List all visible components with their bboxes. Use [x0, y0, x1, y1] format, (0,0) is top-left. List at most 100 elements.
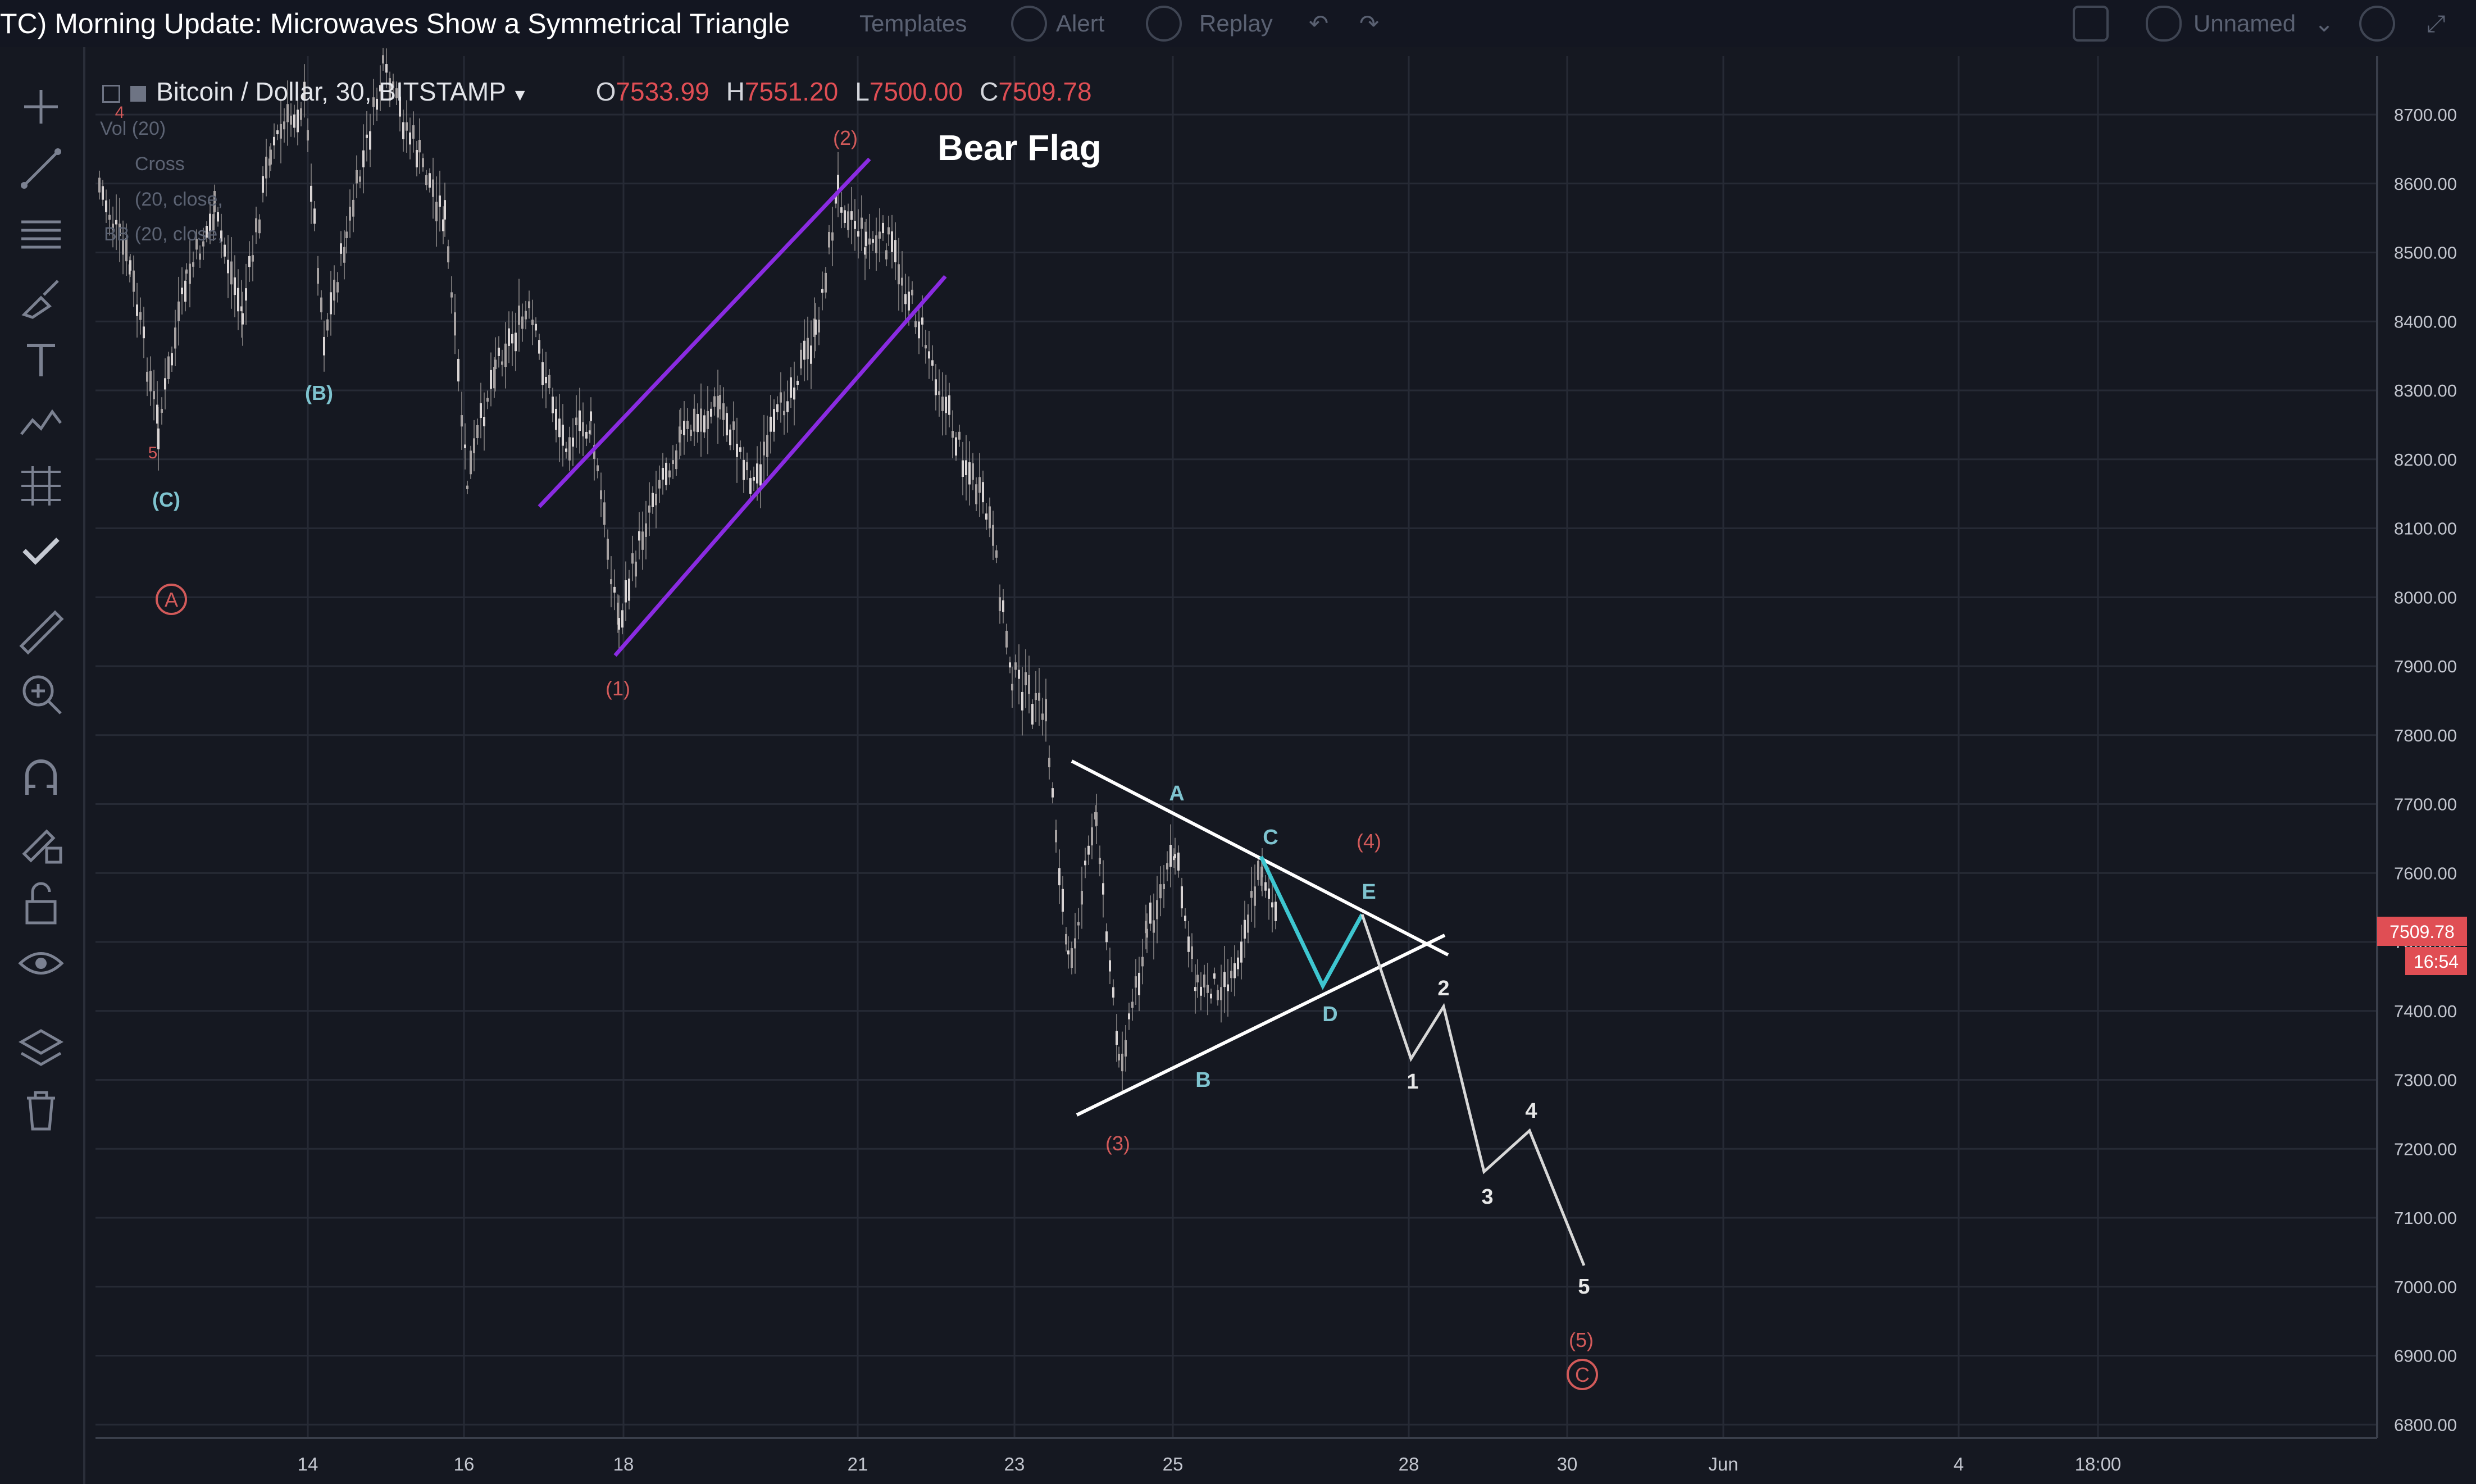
close-value: 7509.78: [998, 77, 1092, 106]
indicator-cross[interactable]: Cross: [135, 153, 185, 175]
channel-lower-line[interactable]: [613, 275, 947, 657]
alert-icon[interactable]: [1011, 6, 1047, 42]
projection-5-label: 5: [1578, 1275, 1590, 1299]
time-scale-label: Jun: [1708, 1454, 1738, 1474]
wave-b-paren-label: (B): [305, 381, 333, 404]
price-scale-label: 7800.00: [2394, 726, 2457, 745]
gear-icon[interactable]: [2359, 6, 2395, 42]
text-icon[interactable]: [16, 334, 66, 385]
time-scale-label: 18: [613, 1454, 634, 1474]
projection-2-label: 2: [1437, 977, 1449, 1000]
check-icon[interactable]: [16, 522, 66, 573]
projection-1-label: 1: [1407, 1070, 1418, 1094]
lock-drawing-icon[interactable]: [16, 814, 66, 865]
last-price-tag: 7509.78: [2377, 917, 2467, 946]
symbol-icon: [130, 86, 146, 102]
chevron-down-icon[interactable]: ▼: [511, 86, 529, 104]
fullscreen-toggle-icon[interactable]: [2073, 6, 2109, 42]
bear-flag-label: Bear Flag: [937, 128, 1102, 168]
indicator-ma[interactable]: (20, close,: [135, 189, 223, 210]
svg-text:7509.78: 7509.78: [2389, 922, 2455, 942]
open-value: 7533.99: [616, 77, 709, 106]
eye-icon[interactable]: [16, 938, 66, 989]
prediction-icon[interactable]: [16, 458, 66, 508]
wave-3-label: (3): [1105, 1132, 1130, 1155]
video-title: TC) Morning Update: Microwaves Show a Sy…: [0, 8, 790, 39]
symbol-name[interactable]: Bitcoin / Dollar, 30, BITSTAMP: [156, 77, 506, 106]
projection-3-label: 3: [1481, 1185, 1493, 1209]
templates-button[interactable]: Templates: [859, 10, 967, 37]
price-scale-label: 7100.00: [2394, 1208, 2457, 1228]
price-scale-label: 8700.00: [2394, 105, 2457, 125]
time-scale-label: 14: [298, 1454, 318, 1474]
channel-upper-line[interactable]: [538, 157, 871, 508]
wave-d-e-leg[interactable]: [1259, 855, 1364, 990]
wave-a-circle-label: A: [165, 588, 178, 611]
triangle-b-label: B: [1195, 1068, 1210, 1092]
collapse-icon[interactable]: [102, 85, 120, 103]
top-toolbar: TC) Morning Update: Microwaves Show a Sy…: [0, 0, 2476, 47]
price-scale-label: 7400.00: [2394, 1002, 2457, 1021]
indicator-bb[interactable]: BB (20, close,: [104, 224, 223, 245]
wave-2-label: (2): [833, 126, 858, 149]
high-value: 7551.20: [744, 77, 839, 106]
pattern-icon[interactable]: [16, 395, 66, 445]
time-scale-label: 4: [1954, 1454, 1964, 1474]
wave-4-label: (4): [1357, 830, 1381, 853]
price-scale-label: 7300.00: [2394, 1071, 2457, 1090]
indicator-volume[interactable]: Vol (20): [100, 118, 166, 139]
cloud-icon[interactable]: [2146, 6, 2182, 42]
time-scale-label: 25: [1163, 1454, 1184, 1474]
wave-a-circle: [156, 584, 187, 615]
time-scale-label: 28: [1399, 1454, 1419, 1474]
price-scale-label: 7900.00: [2394, 657, 2457, 676]
countdown-tag: 16:54: [2405, 947, 2467, 975]
layers-icon[interactable]: [16, 1022, 66, 1073]
triangle-lower-line[interactable]: [1076, 934, 1446, 1117]
brush-icon[interactable]: [16, 272, 66, 323]
layout-name-button[interactable]: Unnamed: [2193, 10, 2296, 37]
price-scale-label: 8500.00: [2394, 243, 2457, 263]
price-scale-label: 6900.00: [2394, 1346, 2457, 1366]
price-scale-label: 8100.00: [2394, 519, 2457, 539]
triangle-d-label: D: [1322, 1003, 1337, 1026]
price-scale-label: 7000.00: [2394, 1277, 2457, 1297]
svg-text:16:54: 16:54: [2414, 952, 2459, 972]
crosshair-icon[interactable]: [16, 81, 66, 132]
fib-icon[interactable]: [16, 208, 66, 258]
small-4-label: 4: [115, 103, 125, 122]
ruler-icon[interactable]: [16, 607, 66, 657]
wave-c-circle-label: C: [1575, 1363, 1590, 1386]
price-scale-label: 8300.00: [2394, 381, 2457, 400]
alert-button[interactable]: Alert: [1056, 10, 1105, 37]
projection-4-label: 4: [1525, 1099, 1537, 1123]
price-scale-label: 6800.00: [2394, 1415, 2457, 1435]
chevron-down-icon[interactable]: ⌄: [2314, 10, 2334, 37]
triangle-e-label: E: [1362, 880, 1376, 904]
small-5-label: 5: [148, 444, 158, 462]
impulse-projection[interactable]: [1360, 914, 1586, 1266]
unlock-icon[interactable]: [16, 876, 66, 927]
replay-icon[interactable]: [1146, 6, 1182, 42]
trash-icon[interactable]: [16, 1084, 66, 1135]
replay-button[interactable]: Replay: [1199, 10, 1273, 37]
triangle-a-label: A: [1169, 782, 1184, 805]
price-scale-label: 8400.00: [2394, 312, 2457, 331]
expand-icon[interactable]: ⤢: [2427, 10, 2446, 37]
price-scale-label: 7600.00: [2394, 863, 2457, 883]
price-scale-label: 8000.00: [2394, 588, 2457, 607]
time-scale-label: 21: [848, 1454, 868, 1474]
zoom-icon[interactable]: [16, 668, 66, 719]
time-scale-label: 23: [1004, 1454, 1025, 1474]
low-value: 7500.00: [869, 77, 963, 106]
price-scale-label: 8200.00: [2394, 450, 2457, 470]
undo-icon[interactable]: ↶: [1309, 10, 1329, 37]
magnet-icon[interactable]: [16, 753, 66, 803]
drawing-toolbar: [0, 47, 85, 1484]
trend-line-icon[interactable]: [16, 143, 66, 194]
redo-icon[interactable]: ↷: [1359, 10, 1380, 37]
time-scale-label: 16: [454, 1454, 475, 1474]
price-scale-label: 7200.00: [2394, 1139, 2457, 1159]
price-scale-label: 7700.00: [2394, 795, 2457, 814]
